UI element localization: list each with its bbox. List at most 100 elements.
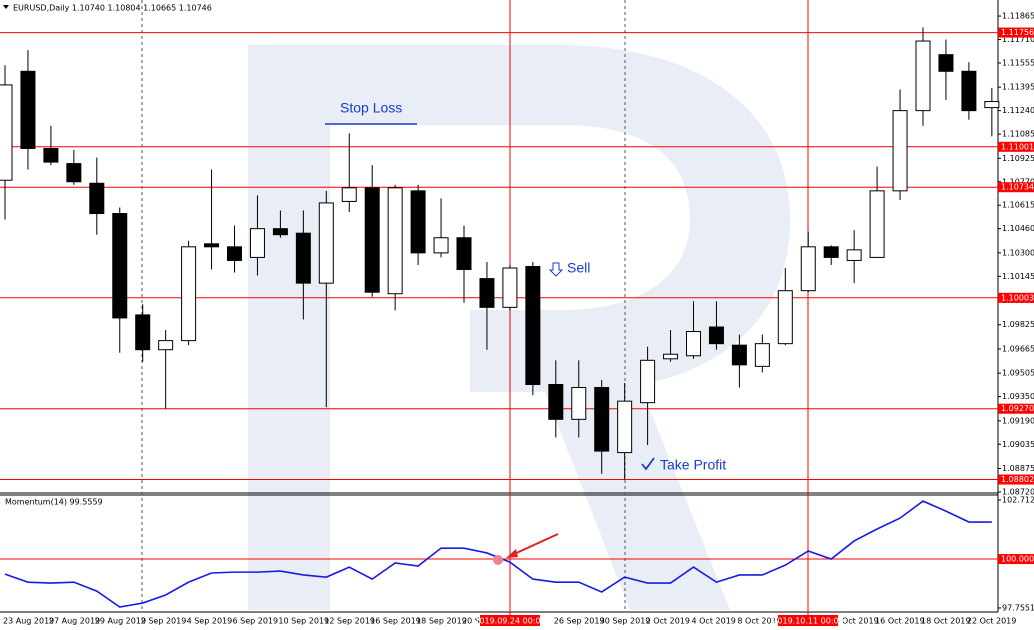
- candle-body: [846, 249, 862, 261]
- candle-body: [410, 190, 426, 254]
- candle-body: [272, 228, 288, 236]
- y-tick-label: 1.11555: [1002, 58, 1034, 67]
- candle-body: [204, 243, 220, 248]
- candle-body: [686, 331, 701, 357]
- x-tick-label: 8 Oct 2019: [737, 617, 781, 626]
- marks: [0, 27, 1000, 608]
- chart-title: EURUSD,Daily 1.10740 1.10804 1.10665 1.1…: [13, 4, 212, 13]
- level-label-box: [998, 182, 1034, 193]
- candle-body: [525, 265, 541, 386]
- level-label: 1.10734: [1001, 183, 1034, 192]
- x-tick-label: 16 Oct 2019: [875, 617, 924, 626]
- y-tick-label: 1.10300: [1002, 248, 1034, 257]
- level-label: 1.11756: [1001, 28, 1034, 37]
- candle-body: [227, 246, 242, 261]
- candle-body: [548, 384, 564, 420]
- candle-body: [892, 110, 908, 192]
- y-tick-label: 1.09505: [1002, 369, 1034, 378]
- signal-point: [493, 555, 503, 565]
- signal-arrowhead: [506, 549, 518, 558]
- x-tick-label: 18 Oct 2019: [921, 617, 970, 626]
- watermark: [248, 45, 790, 610]
- overlay: 1.11865 1.11710 1.11555 1.11395 1.11240 1.110…: [3, 12, 1034, 626]
- level-label-box: [998, 403, 1034, 414]
- y-tick-label: 1.10925: [1002, 154, 1034, 163]
- sell-arrow: [548, 262, 564, 277]
- x-tick-label: 2 Oct 2019: [646, 617, 690, 626]
- x-tick-label: 26 Sep 2019: [554, 617, 605, 626]
- y-tick-label: 1.10460: [1002, 224, 1034, 233]
- x-tick-label: 29 Aug 2019: [95, 617, 146, 626]
- candle-body: [158, 340, 174, 351]
- cursor-label-box: [778, 615, 838, 626]
- y-tick-label: 1.09665: [1002, 344, 1034, 353]
- candle-body: [777, 290, 793, 345]
- candle-body: [938, 54, 954, 72]
- candle-body: [456, 237, 472, 271]
- level-label: 1.10003: [1001, 293, 1034, 302]
- candle-body: [318, 202, 334, 284]
- y-tick-label: 1.09825: [1002, 320, 1034, 329]
- candle-body: [617, 400, 633, 454]
- y-tick-label: 97.7551: [1002, 603, 1034, 612]
- candle-body: [387, 187, 403, 295]
- y-tick-label: 1.11085: [1002, 130, 1034, 139]
- candle-body: [915, 40, 931, 112]
- y-tick-label: 1.10770: [1002, 177, 1034, 186]
- x-tick-label: 30 Sep 2019: [600, 617, 651, 626]
- candle-body: [0, 84, 13, 181]
- y-tick-label: 1.08720: [1002, 487, 1034, 496]
- x-tick-label: 23 Aug 2019: [3, 617, 54, 626]
- candle-body: [708, 326, 724, 345]
- candle-body: [640, 359, 656, 404]
- x-tick-label: 10 Sep 2019: [278, 617, 329, 626]
- candle-body: [961, 70, 977, 112]
- x-tick-label: 4 Sep 2019: [187, 617, 233, 626]
- cursor-label: 2019.10.11 00:00: [772, 617, 843, 626]
- candle-body: [663, 353, 679, 360]
- candle-body: [800, 246, 816, 292]
- candle-body: [479, 278, 495, 308]
- y-tick-label: 1.10145: [1002, 272, 1034, 281]
- stop-loss-label: Stop Loss: [340, 100, 402, 116]
- sell-label: Sell: [567, 260, 590, 276]
- candle-body: [295, 232, 311, 284]
- candle-body: [364, 187, 380, 293]
- y-tick-label: 1.10615: [1002, 201, 1034, 210]
- candle-body: [66, 163, 82, 183]
- y-tick-label: 1.09035: [1002, 440, 1034, 449]
- indicator-title: Momentum(14) 99.5559: [5, 498, 103, 507]
- candle-body: [502, 267, 518, 308]
- take-profit-label: Take Profit: [660, 457, 726, 473]
- candle-body: [89, 182, 105, 215]
- candle-body: [869, 190, 885, 258]
- level-label: 1.09270: [1001, 404, 1034, 413]
- y-tick-label: 1.11710: [1002, 35, 1034, 44]
- y-tick-label: 1.09350: [1002, 392, 1034, 401]
- x-tick-label: 6 Sep 2019: [233, 617, 279, 626]
- menu-icon[interactable]: [3, 5, 9, 9]
- level-label-box: [998, 292, 1034, 303]
- x-tick-label: 27 Aug 2019: [49, 617, 100, 626]
- candle-body: [433, 237, 449, 254]
- candle-body: [20, 70, 36, 149]
- candle-body: [823, 246, 839, 258]
- candle-body: [341, 187, 357, 202]
- candle-body: [43, 147, 59, 163]
- level-label: 1.11001: [1001, 142, 1034, 151]
- candle-body: [594, 387, 610, 452]
- candle-body: [112, 213, 128, 319]
- candle-body: [135, 314, 151, 351]
- cursor-label-box: [480, 615, 540, 626]
- y-tick-label: 1.11395: [1002, 83, 1034, 92]
- y-tick-label: 1.11240: [1002, 106, 1034, 115]
- candle-body: [731, 344, 747, 366]
- x-tick-label: 22 Oct 2019: [967, 617, 1016, 626]
- level-label: 100.000: [1001, 555, 1034, 564]
- level-label: 1.08802: [1001, 475, 1034, 484]
- signal-arrow: [511, 533, 559, 556]
- candle-body: [571, 387, 587, 420]
- y-tick-label: 102.712: [1002, 495, 1034, 504]
